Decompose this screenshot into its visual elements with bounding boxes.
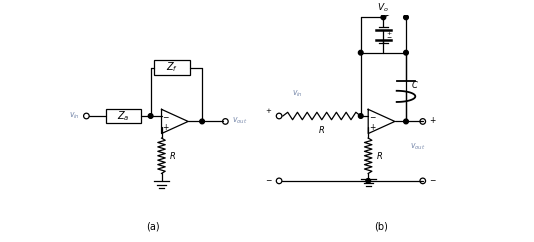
Circle shape [358, 114, 363, 118]
Text: $+$: $+$ [162, 122, 170, 132]
Text: $-$: $-$ [162, 112, 170, 121]
Text: $-$: $-$ [369, 112, 376, 121]
Circle shape [366, 179, 371, 183]
Text: $R$: $R$ [169, 150, 176, 161]
Text: $+$: $+$ [429, 114, 437, 125]
Text: $+$: $+$ [265, 106, 272, 115]
Text: $R$: $R$ [318, 124, 325, 135]
Text: $C$: $C$ [411, 79, 419, 90]
Text: $v_{out}$: $v_{out}$ [232, 115, 247, 126]
Circle shape [148, 114, 153, 118]
Text: $V_o$: $V_o$ [378, 1, 389, 14]
Circle shape [200, 119, 205, 124]
Text: $-$: $-$ [429, 174, 437, 183]
Text: $v_{in}$: $v_{in}$ [292, 88, 303, 99]
Text: $Z_a$: $Z_a$ [117, 109, 130, 123]
Text: $Z_f$: $Z_f$ [166, 61, 178, 75]
Circle shape [358, 50, 363, 55]
Text: (b): (b) [374, 222, 388, 232]
Bar [154, 60, 190, 75]
Text: $-$: $-$ [386, 34, 392, 39]
Circle shape [404, 15, 409, 20]
Text: $+$: $+$ [386, 29, 392, 37]
Circle shape [381, 15, 386, 20]
Text: $R$: $R$ [375, 150, 383, 161]
Circle shape [404, 50, 409, 55]
Text: $+$: $+$ [369, 122, 376, 132]
Text: $-$: $-$ [265, 174, 272, 183]
Bar [106, 109, 142, 123]
Circle shape [404, 119, 409, 124]
Text: $v_{out}$: $v_{out}$ [410, 142, 426, 152]
Text: (a): (a) [147, 222, 160, 232]
Text: $v_{in}$: $v_{in}$ [69, 111, 80, 121]
